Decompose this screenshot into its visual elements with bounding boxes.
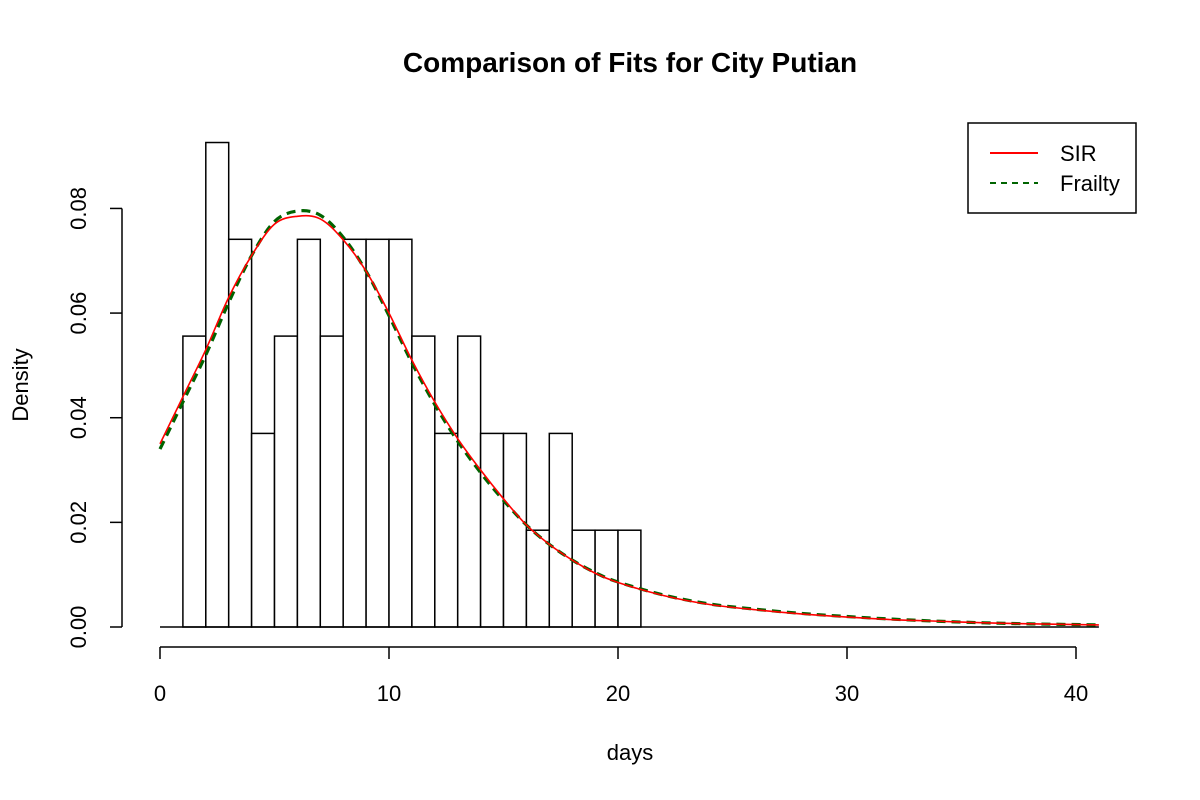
sir-curve	[159, 214, 1099, 626]
x-tick-label: 10	[377, 681, 401, 706]
x-axis-label: days	[607, 740, 653, 765]
y-axis-label: Density	[8, 348, 33, 421]
legend-sir-label: SIR	[1060, 141, 1097, 166]
histogram-bar	[502, 432, 528, 628]
histogram-bar	[319, 335, 344, 628]
histogram-bar	[296, 238, 322, 628]
x-tick-label: 30	[835, 681, 859, 706]
y-tick-label: 0.06	[66, 292, 91, 335]
y-tick-label: 0.04	[66, 396, 91, 439]
x-axis: 0 10 20 30 40	[154, 646, 1088, 706]
y-tick-label: 0.02	[66, 501, 91, 544]
density-curves	[158, 209, 1099, 627]
histogram-bar	[571, 529, 596, 628]
histogram-bar	[548, 432, 573, 628]
legend-box	[967, 122, 1137, 214]
histogram-bar	[365, 238, 390, 628]
y-axis: 0.00 0.02 0.04 0.06 0.08	[66, 187, 123, 649]
histogram-bar	[411, 335, 436, 628]
x-tick-label: 20	[606, 681, 630, 706]
y-tick-label: 0.08	[66, 187, 91, 230]
histogram-bar	[434, 432, 459, 628]
histogram-bar	[456, 335, 482, 628]
y-tick-label: 0.00	[66, 606, 91, 649]
x-tick-label: 0	[154, 681, 166, 706]
histogram-bar	[525, 529, 551, 628]
legend-frailty-label: Frailty	[1060, 171, 1120, 196]
histogram-bar	[342, 238, 367, 628]
histogram-bar	[617, 529, 642, 628]
histogram-bar	[388, 238, 413, 628]
legend: SIR Frailty	[967, 122, 1137, 214]
histogram-bar	[273, 335, 299, 628]
chart-title: Comparison of Fits for City Putian	[403, 47, 857, 78]
histogram-bar	[479, 432, 505, 628]
x-tick-label: 40	[1064, 681, 1088, 706]
histogram-bar	[250, 432, 276, 628]
histogram-bars	[160, 141, 1099, 628]
histogram-bar	[205, 141, 230, 628]
